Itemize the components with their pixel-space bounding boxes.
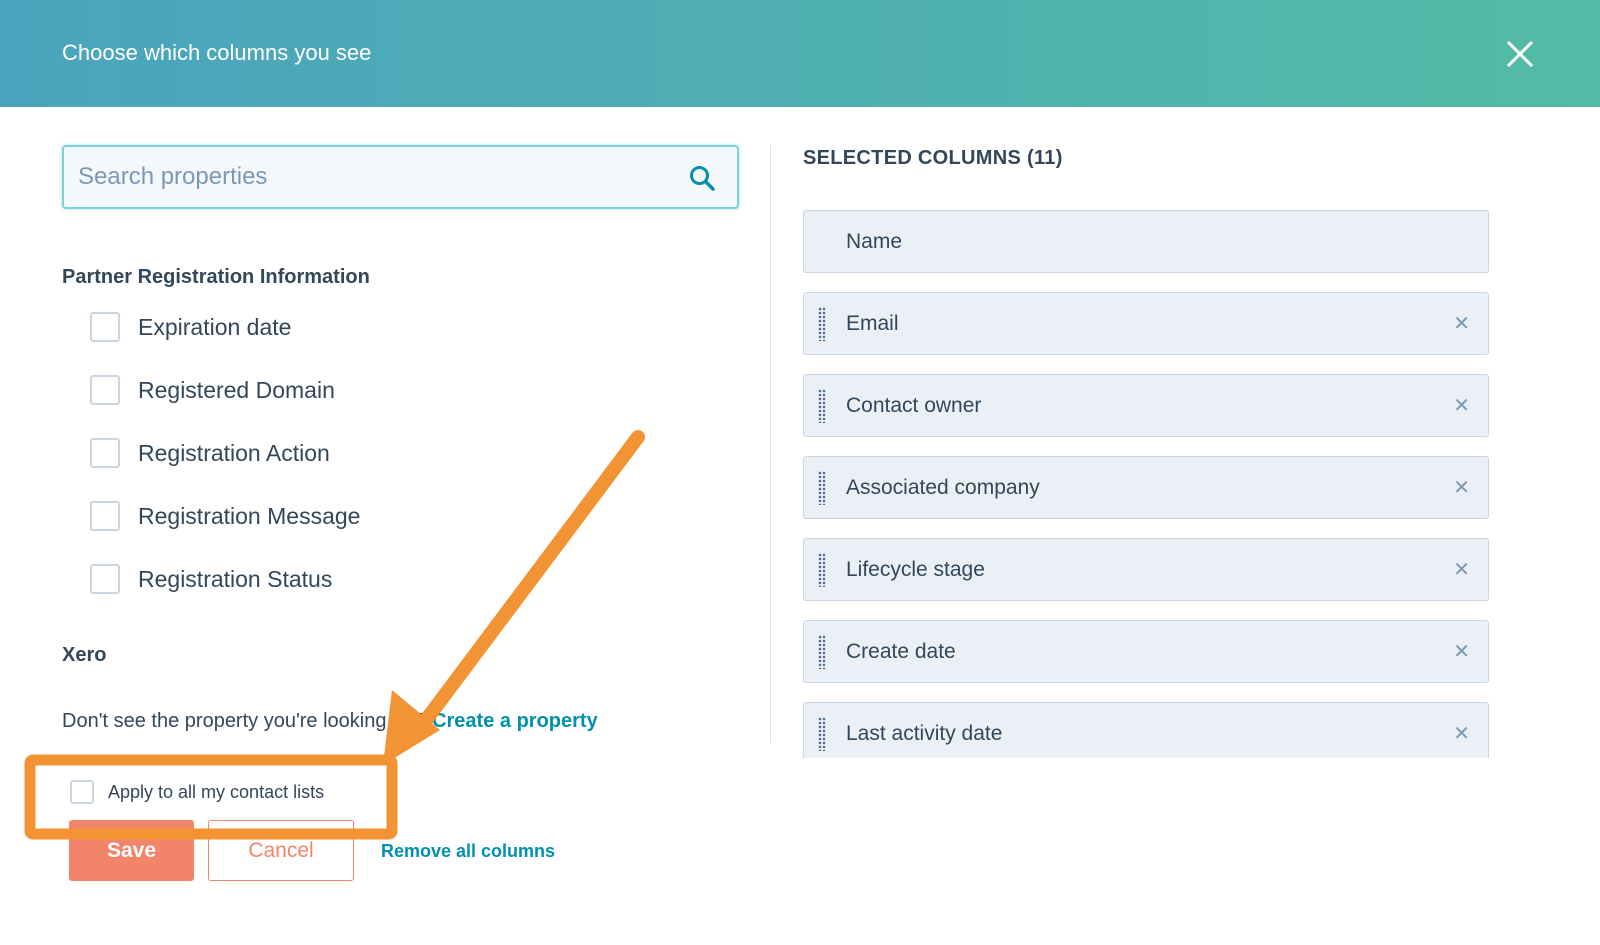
drag-handle-icon[interactable] bbox=[818, 553, 826, 587]
column-label: Create date bbox=[846, 639, 956, 663]
property-checkbox[interactable]: Registration Status bbox=[90, 564, 332, 594]
save-button[interactable]: Save bbox=[69, 820, 194, 881]
property-checkbox[interactable]: Registration Message bbox=[90, 501, 360, 531]
remove-column-icon[interactable]: ✕ bbox=[1453, 395, 1470, 417]
column-label: Last activity date bbox=[846, 721, 1003, 745]
remove-column-icon[interactable]: ✕ bbox=[1453, 559, 1470, 581]
divider bbox=[770, 145, 771, 743]
property-checkbox[interactable]: Registered Domain bbox=[90, 375, 335, 405]
column-item[interactable]: Email ✕ bbox=[803, 292, 1489, 355]
create-property-link[interactable]: Create a property bbox=[432, 710, 598, 732]
drag-handle-icon[interactable] bbox=[818, 635, 826, 669]
checkbox[interactable] bbox=[90, 564, 120, 594]
drag-handle-icon[interactable] bbox=[818, 389, 826, 423]
checkbox[interactable] bbox=[70, 780, 94, 804]
property-label: Expiration date bbox=[138, 313, 292, 340]
checkbox[interactable] bbox=[90, 312, 120, 342]
column-item[interactable]: Associated company ✕ bbox=[803, 456, 1489, 519]
property-checkbox[interactable]: Registration Action bbox=[90, 438, 330, 468]
checkbox[interactable] bbox=[90, 438, 120, 468]
column-item[interactable]: Contact owner ✕ bbox=[803, 374, 1489, 437]
remove-column-icon[interactable]: ✕ bbox=[1453, 477, 1470, 499]
property-checkbox[interactable]: Expiration date bbox=[90, 312, 291, 342]
close-icon[interactable] bbox=[1504, 38, 1536, 70]
remove-column-icon[interactable]: ✕ bbox=[1453, 641, 1470, 663]
checkbox[interactable] bbox=[90, 501, 120, 531]
remove-all-columns-link[interactable]: Remove all columns bbox=[381, 841, 556, 861]
column-label: Name bbox=[846, 229, 903, 253]
cancel-button[interactable]: Cancel bbox=[208, 820, 354, 881]
drag-handle-icon[interactable] bbox=[818, 717, 826, 751]
search-icon[interactable] bbox=[689, 165, 715, 191]
remove-column-icon[interactable]: ✕ bbox=[1453, 723, 1470, 745]
annotation-arrow-icon bbox=[413, 430, 645, 735]
property-label: Registration Status bbox=[138, 565, 333, 592]
column-item[interactable]: Last activity date ✕ bbox=[803, 702, 1489, 758]
column-label: Lifecycle stage bbox=[846, 557, 985, 581]
apply-to-all-checkbox[interactable]: Apply to all my contact lists bbox=[70, 780, 324, 804]
modal-header: Choose which columns you see bbox=[0, 0, 1600, 107]
search-field[interactable] bbox=[62, 145, 739, 209]
column-label: Associated company bbox=[846, 475, 1040, 499]
drag-handle-icon[interactable] bbox=[818, 471, 826, 505]
group-title: Partner Registration Information bbox=[62, 266, 370, 288]
column-item: Name bbox=[803, 210, 1489, 273]
search-input[interactable] bbox=[78, 161, 658, 193]
apply-label: Apply to all my contact lists bbox=[108, 781, 325, 802]
property-label: Registered Domain bbox=[138, 376, 335, 403]
property-label: Registration Action bbox=[138, 439, 330, 466]
column-label: Email bbox=[846, 311, 899, 335]
property-label: Registration Message bbox=[138, 502, 361, 529]
column-item[interactable]: Create date ✕ bbox=[803, 620, 1489, 683]
selected-columns-list[interactable]: Name Email ✕ Contact owner ✕ Associated co… bbox=[803, 210, 1507, 758]
checkbox[interactable] bbox=[90, 375, 120, 405]
drag-handle-icon[interactable] bbox=[818, 307, 826, 341]
hint-text: Don't see the property you're looking fo… bbox=[62, 710, 433, 732]
create-property-hint: Don't see the property you're looking fo… bbox=[62, 710, 598, 733]
selected-columns-title: SELECTED COLUMNS (11) bbox=[803, 147, 1063, 169]
group-title: Xero bbox=[62, 644, 107, 666]
column-label: Contact owner bbox=[846, 393, 982, 417]
remove-column-icon[interactable]: ✕ bbox=[1453, 313, 1470, 335]
column-item[interactable]: Lifecycle stage ✕ bbox=[803, 538, 1489, 601]
modal-title: Choose which columns you see bbox=[62, 40, 372, 65]
